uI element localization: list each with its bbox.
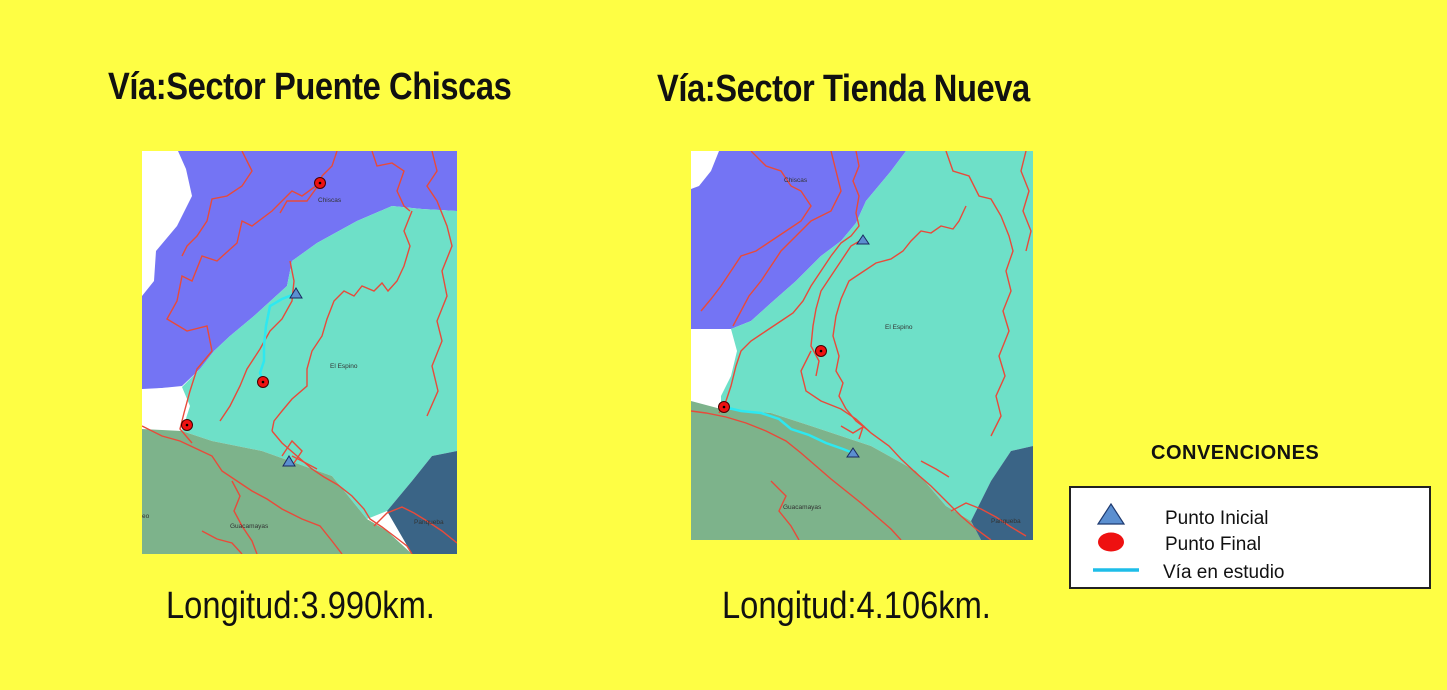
white-region xyxy=(142,151,192,296)
place-label-guacamayas: Guacamayas xyxy=(783,504,822,511)
road-network xyxy=(691,151,1032,540)
line-icon xyxy=(1093,568,1139,572)
legend-box: Punto Inicial Punto Final Vía en estudio xyxy=(1069,486,1431,589)
white-region-lower xyxy=(142,387,190,431)
green-region xyxy=(142,429,412,554)
place-label-chiscas: Chiscas xyxy=(784,177,808,184)
legend-label-start: Punto Inicial xyxy=(1165,508,1269,529)
place-label-eo: eo xyxy=(142,513,150,520)
end-point-icon-2 xyxy=(257,376,269,388)
map-puente-chiscas: Chiscas El Espino Guacamayas Panqueba eo xyxy=(142,151,457,554)
legend-title: CONVENCIONES xyxy=(1151,442,1320,464)
place-label-guacamayas: Guacamayas xyxy=(230,523,269,530)
white-region xyxy=(691,151,719,189)
place-label-el-espino: El Espino xyxy=(330,363,358,370)
circle-icon xyxy=(1098,532,1124,552)
place-label-panqueba: Panqueba xyxy=(991,518,1021,525)
end-point-icon-3 xyxy=(181,419,193,431)
place-label-el-espino: El Espino xyxy=(885,324,913,331)
length-label-right: Longitud:4.106km. xyxy=(722,585,991,627)
navy-region xyxy=(387,451,457,554)
green-region xyxy=(691,401,981,540)
triangle-icon xyxy=(1096,502,1126,525)
map-title-left: Vía:Sector Puente Chiscas xyxy=(108,66,512,108)
legend-label-route: Vía en estudio xyxy=(1163,562,1285,583)
map-title-right: Vía:Sector Tienda Nueva xyxy=(657,68,1030,110)
end-point-icon-2 xyxy=(718,401,730,413)
white-region-lower xyxy=(691,329,737,399)
route-line xyxy=(258,291,298,384)
start-point-icon xyxy=(289,287,303,299)
map-tienda-nueva: Chiscas El Espino Guacamayas Panqueba xyxy=(691,151,1033,540)
length-label-left: Longitud:3.990km. xyxy=(166,585,435,627)
place-label-chiscas: Chiscas xyxy=(318,197,342,204)
route-line xyxy=(723,405,854,455)
legend-row-route: Vía en estudio xyxy=(1071,556,1429,583)
purple-region xyxy=(142,151,457,391)
purple-region xyxy=(691,151,906,329)
legend-row-end: Punto Final xyxy=(1071,530,1429,556)
legend-label-end: Punto Final xyxy=(1165,534,1262,555)
place-label-panqueba: Panqueba xyxy=(414,519,444,526)
teal-region xyxy=(721,151,1033,521)
end-point-icon xyxy=(314,177,326,189)
teal-region xyxy=(182,206,457,519)
start-point-icon-2 xyxy=(282,455,296,467)
start-point-icon-2 xyxy=(846,447,860,458)
end-point-icon xyxy=(815,345,827,357)
navy-region xyxy=(971,446,1033,540)
start-point-icon xyxy=(856,234,870,245)
legend-row-start: Punto Inicial xyxy=(1071,502,1429,530)
